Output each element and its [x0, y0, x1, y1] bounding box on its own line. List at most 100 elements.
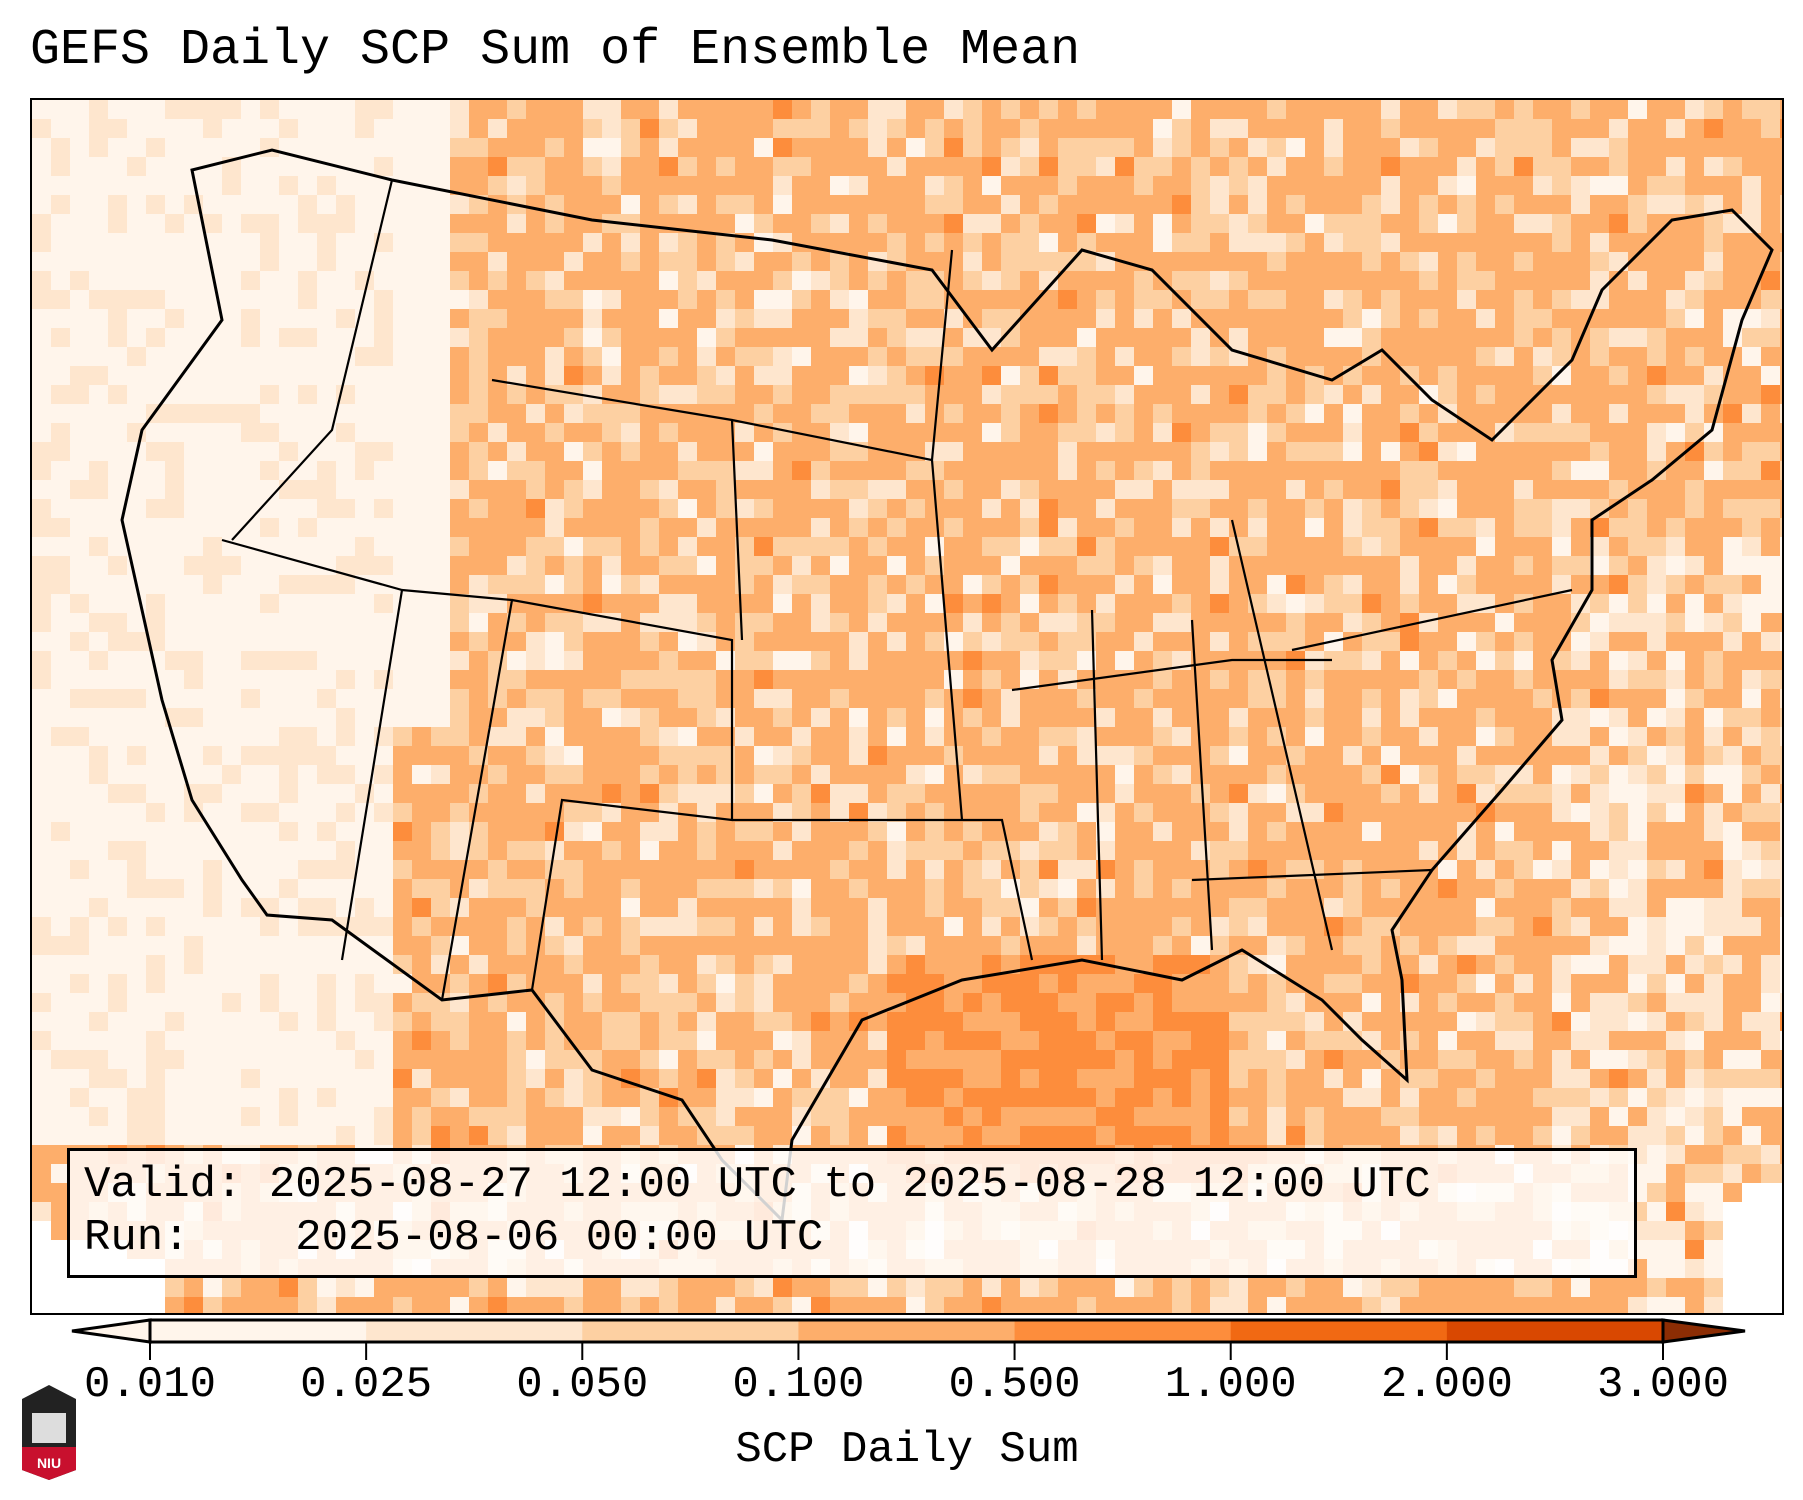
heatmap-cell — [1267, 784, 1286, 803]
heatmap-cell — [260, 803, 279, 822]
heatmap-cell — [1457, 366, 1476, 385]
heatmap-cell — [355, 195, 374, 214]
heatmap-cell — [488, 594, 507, 613]
heatmap-cell — [1742, 309, 1761, 328]
heatmap-cell — [431, 404, 450, 423]
heatmap-cell — [32, 689, 51, 708]
heatmap-cell — [184, 822, 203, 841]
heatmap-cell — [1210, 860, 1229, 879]
heatmap-cell — [1172, 157, 1191, 176]
heatmap-cell — [393, 271, 412, 290]
heatmap-cell — [279, 689, 298, 708]
heatmap-cell — [1647, 328, 1666, 347]
heatmap-cell — [906, 841, 925, 860]
heatmap-cell — [773, 1050, 792, 1069]
heatmap-cell — [1381, 328, 1400, 347]
heatmap-cell — [849, 195, 868, 214]
heatmap-cell — [1761, 708, 1780, 727]
heatmap-cell — [1438, 1069, 1457, 1088]
heatmap-cell — [89, 822, 108, 841]
heatmap-cell — [697, 385, 716, 404]
heatmap-cell — [222, 1088, 241, 1107]
heatmap-cell — [602, 100, 621, 119]
heatmap-cell — [830, 689, 849, 708]
heatmap-cell — [450, 575, 469, 594]
heatmap-cell — [1286, 1088, 1305, 1107]
heatmap-cell — [1229, 138, 1248, 157]
heatmap-cell — [89, 176, 108, 195]
heatmap-cell — [545, 955, 564, 974]
heatmap-cell — [1647, 613, 1666, 632]
heatmap-cell — [1191, 347, 1210, 366]
heatmap-cell — [165, 176, 184, 195]
heatmap-cell — [241, 385, 260, 404]
heatmap-cell — [1153, 575, 1172, 594]
heatmap-cell — [811, 537, 830, 556]
heatmap-cell — [1761, 195, 1780, 214]
heatmap-cell — [659, 290, 678, 309]
heatmap-cell — [1191, 898, 1210, 917]
heatmap-cell — [1229, 480, 1248, 499]
heatmap-cell — [849, 1069, 868, 1088]
heatmap-cell — [1628, 746, 1647, 765]
heatmap-cell — [298, 613, 317, 632]
heatmap-cell — [412, 955, 431, 974]
heatmap-cell — [1609, 518, 1628, 537]
heatmap-cell — [1457, 214, 1476, 233]
heatmap-cell — [507, 784, 526, 803]
heatmap-cell — [1609, 252, 1628, 271]
heatmap-cell — [1039, 1107, 1058, 1126]
heatmap-cell — [716, 1088, 735, 1107]
heatmap-cell — [1476, 784, 1495, 803]
heatmap-cell — [963, 898, 982, 917]
heatmap-cell — [963, 784, 982, 803]
heatmap-cell — [32, 822, 51, 841]
heatmap-cell — [1058, 765, 1077, 784]
heatmap-cell — [412, 328, 431, 347]
heatmap-cell — [393, 252, 412, 271]
heatmap-cell — [32, 214, 51, 233]
heatmap-cell — [51, 727, 70, 746]
heatmap-cell — [1343, 214, 1362, 233]
heatmap-cell — [1058, 632, 1077, 651]
heatmap-cell — [184, 556, 203, 575]
heatmap-cell — [1533, 423, 1552, 442]
heatmap-cell — [1362, 841, 1381, 860]
heatmap-cell — [1533, 119, 1552, 138]
heatmap-cell — [1590, 233, 1609, 252]
heatmap-cell — [184, 290, 203, 309]
heatmap-cell — [982, 1069, 1001, 1088]
heatmap-cell — [1362, 366, 1381, 385]
heatmap-cell — [1647, 347, 1666, 366]
heatmap-cell — [1153, 138, 1172, 157]
heatmap-cell — [1362, 860, 1381, 879]
heatmap-cell — [1647, 898, 1666, 917]
heatmap-cell — [621, 309, 640, 328]
heatmap-cell — [545, 442, 564, 461]
heatmap-cell — [1381, 271, 1400, 290]
heatmap-cell — [564, 841, 583, 860]
heatmap-cell — [1685, 1031, 1704, 1050]
heatmap-cell — [450, 290, 469, 309]
heatmap-cell — [1210, 727, 1229, 746]
heatmap-cell — [70, 689, 89, 708]
heatmap-cell — [545, 784, 564, 803]
heatmap-cell — [127, 727, 146, 746]
heatmap-cell — [1343, 879, 1362, 898]
heatmap-cell — [925, 822, 944, 841]
heatmap-cell — [792, 157, 811, 176]
heatmap-cell — [1191, 385, 1210, 404]
heatmap-cell — [1191, 822, 1210, 841]
heatmap-cell — [32, 1050, 51, 1069]
heatmap-cell — [1058, 1031, 1077, 1050]
heatmap-cell — [1400, 1050, 1419, 1069]
heatmap-cell — [165, 784, 184, 803]
heatmap-cell — [127, 214, 146, 233]
heatmap-cell — [1115, 480, 1134, 499]
heatmap-cell — [1628, 708, 1647, 727]
heatmap-cell — [906, 290, 925, 309]
heatmap-cell — [1761, 993, 1780, 1012]
heatmap-cell — [830, 518, 849, 537]
heatmap-cell — [1419, 746, 1438, 765]
heatmap-cell — [1400, 727, 1419, 746]
